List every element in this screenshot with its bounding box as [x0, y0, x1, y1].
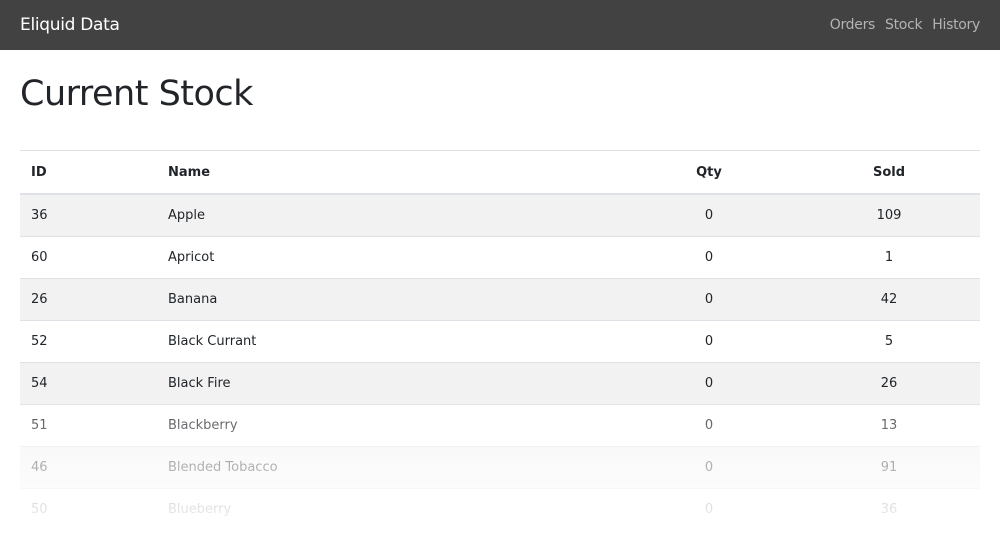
- cell-qty: 0: [620, 446, 798, 489]
- cell-sold: 109: [798, 194, 980, 237]
- table-header: ID Name Qty Sold: [20, 150, 980, 195]
- col-sold: Sold: [798, 150, 980, 195]
- cell-id: 60: [20, 236, 157, 279]
- table-row: 46 Blended Tobacco 0 91: [20, 446, 980, 489]
- cell-name: Apple: [157, 194, 620, 237]
- table-row: 54 Black Fire 0 26: [20, 362, 980, 405]
- cell-id: 52: [20, 320, 157, 363]
- nav-history[interactable]: History: [932, 17, 980, 33]
- cell-qty: 0: [620, 236, 798, 279]
- cell-sold: 26: [798, 362, 980, 405]
- cell-id: 36: [20, 194, 157, 237]
- cell-qty: 0: [620, 362, 798, 405]
- cell-qty: 0: [620, 320, 798, 363]
- cell-id: 51: [20, 404, 157, 447]
- cell-qty: 0: [620, 488, 798, 531]
- cell-id: 50: [20, 488, 157, 531]
- brand-link[interactable]: Eliquid Data: [20, 15, 120, 35]
- table-row: 36 Apple 0 109: [20, 194, 980, 237]
- cell-sold: 13: [798, 404, 980, 447]
- cell-name: Blackberry: [157, 404, 620, 447]
- cell-qty: 0: [620, 278, 798, 321]
- cell-qty: 0: [620, 194, 798, 237]
- cell-id: 46: [20, 446, 157, 489]
- stock-table: ID Name Qty Sold 36 Apple 0 109 60 Apricot 0 1 2…: [20, 150, 980, 531]
- table-row: 50 Blueberry 0 36: [20, 488, 980, 531]
- nav-links: Orders Stock History: [820, 17, 981, 33]
- navbar: Eliquid Data Orders Stock History: [0, 0, 1000, 50]
- cell-name: Blueberry: [157, 488, 620, 531]
- cell-id: 26: [20, 278, 157, 321]
- col-id: ID: [20, 150, 157, 195]
- page-title: Current Stock: [20, 74, 253, 114]
- cell-qty: 0: [620, 404, 798, 447]
- cell-name: Apricot: [157, 236, 620, 279]
- cell-name: Black Currant: [157, 320, 620, 363]
- cell-name: Blended Tobacco: [157, 446, 620, 489]
- cell-sold: 5: [798, 320, 980, 363]
- col-qty: Qty: [620, 150, 798, 195]
- cell-sold: 42: [798, 278, 980, 321]
- nav-orders[interactable]: Orders: [829, 17, 876, 33]
- table-row: 51 Blackberry 0 13: [20, 404, 980, 447]
- table-row: 52 Black Currant 0 5: [20, 320, 980, 363]
- col-name: Name: [157, 150, 620, 195]
- table-row: 26 Banana 0 42: [20, 278, 980, 321]
- nav-stock[interactable]: Stock: [885, 17, 923, 33]
- table-row: 60 Apricot 0 1: [20, 236, 980, 279]
- cell-sold: 1: [798, 236, 980, 279]
- cell-sold: 36: [798, 488, 980, 531]
- cell-name: Banana: [157, 278, 620, 321]
- cell-sold: 91: [798, 446, 980, 489]
- cell-name: Black Fire: [157, 362, 620, 405]
- cell-id: 54: [20, 362, 157, 405]
